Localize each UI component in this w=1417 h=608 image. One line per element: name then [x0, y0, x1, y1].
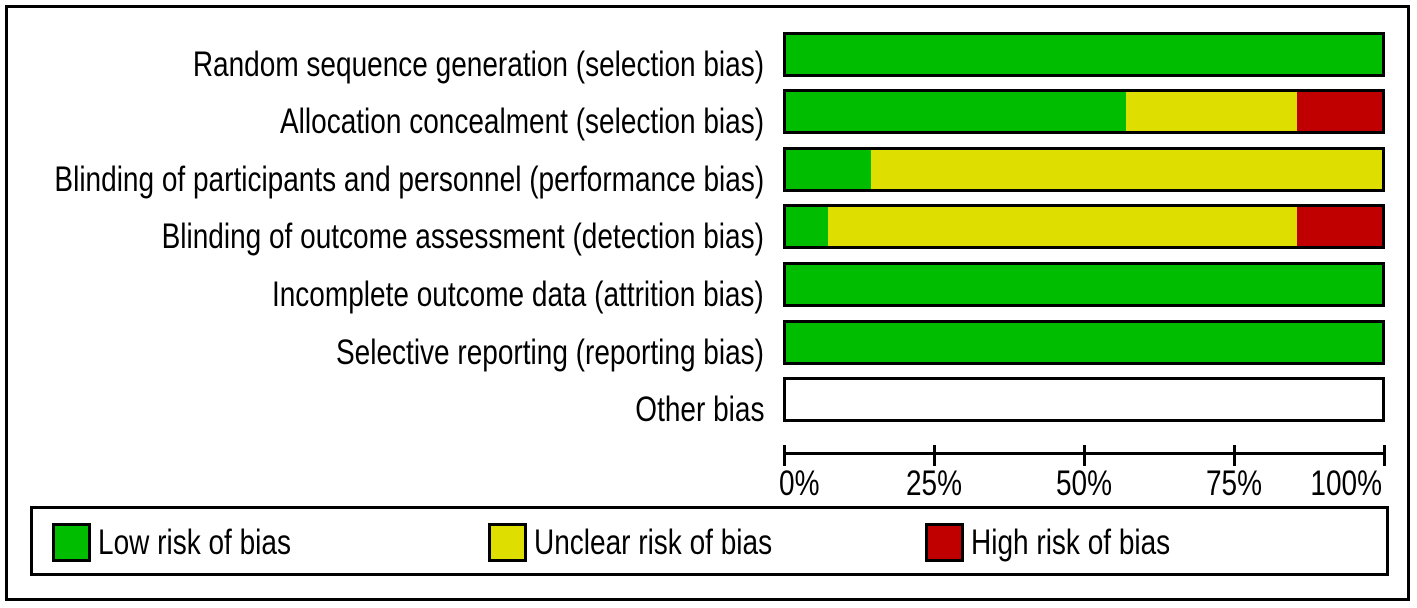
category-label: Blinding of outcome assessment (detectio… [8, 204, 764, 254]
category-label-text: Allocation concealment (selection bias) [279, 102, 764, 142]
category-label-text: Random sequence generation (selection bi… [192, 44, 764, 84]
category-label: Random sequence generation (selection bi… [8, 32, 764, 82]
bar-segment-high [1296, 207, 1382, 247]
stacked-bar [783, 261, 1385, 307]
table-row: Blinding of participants and personnel (… [8, 146, 1407, 197]
table-row: Selective reporting (reporting bias) [8, 319, 1407, 370]
bar-segment-low [786, 264, 1382, 304]
category-label-text: Selective reporting (reporting bias) [336, 332, 764, 372]
legend-item: Low risk of bias [52, 522, 339, 562]
category-label: Other bias [8, 377, 764, 427]
stacked-bar [783, 204, 1385, 250]
category-label-text: Blinding of outcome assessment (detectio… [161, 217, 764, 257]
category-label: Selective reporting (reporting bias) [8, 320, 764, 370]
figure-frame: Random sequence generation (selection bi… [5, 5, 1410, 601]
bar-segment-high [1296, 92, 1382, 132]
axis-tick-mark [932, 445, 936, 466]
category-label-text: Incomplete outcome data (attrition bias) [272, 274, 764, 314]
axis-tick-mark [782, 445, 786, 466]
table-row: Random sequence generation (selection bi… [8, 31, 1407, 82]
bar-segment-low [786, 34, 1382, 74]
category-label-text: Other bias [634, 390, 764, 430]
bar-segment-unclear [1126, 92, 1297, 132]
category-label: Blinding of participants and personnel (… [8, 147, 764, 197]
table-row: Incomplete outcome data (attrition bias) [8, 261, 1407, 312]
legend-swatch-icon [488, 522, 527, 562]
axis-tick-label: 75% [1205, 464, 1263, 503]
bar-segment-low [786, 207, 829, 247]
axis-tick-label: 0% [779, 464, 820, 503]
table-row: Other bias [8, 377, 1407, 427]
legend-swatch-icon [52, 522, 91, 562]
axis-tick-label: 50% [1055, 464, 1113, 503]
axis-tick-label: 100% [1310, 464, 1382, 503]
bar-segment-unclear [871, 149, 1382, 189]
category-label-text: Blinding of participants and personnel (… [54, 159, 764, 199]
legend-swatch-icon [925, 522, 964, 562]
legend-label: High risk of bias [971, 522, 1171, 562]
axis-tick-mark [1382, 445, 1386, 466]
stacked-bar [783, 31, 1385, 77]
bar-segment-unclear [828, 207, 1297, 247]
table-row: Blinding of outcome assessment (detectio… [8, 204, 1407, 254]
axis-tick-mark [1082, 445, 1086, 466]
axis-tick-label: 25% [905, 464, 963, 503]
legend-label: Low risk of bias [98, 522, 291, 562]
category-label: Allocation concealment (selection bias) [8, 89, 764, 139]
stacked-bar [783, 89, 1385, 135]
bar-segment-low [786, 322, 1382, 362]
legend-label: Unclear risk of bias [534, 522, 773, 562]
stacked-bar [783, 319, 1385, 365]
stacked-bar [783, 146, 1385, 192]
category-label: Incomplete outcome data (attrition bias) [8, 262, 764, 312]
axis-tick-mark [1232, 445, 1236, 466]
legend-item: High risk of bias [925, 522, 1220, 562]
bar-segment-low [786, 149, 872, 189]
stacked-bar [783, 377, 1385, 423]
bar-segment-low [786, 92, 1127, 132]
table-row: Allocation concealment (selection bias) [8, 89, 1407, 139]
legend-box: Low risk of bias Unclear risk of bias High… [30, 506, 1389, 576]
legend-item: Unclear risk of bias [488, 522, 832, 562]
